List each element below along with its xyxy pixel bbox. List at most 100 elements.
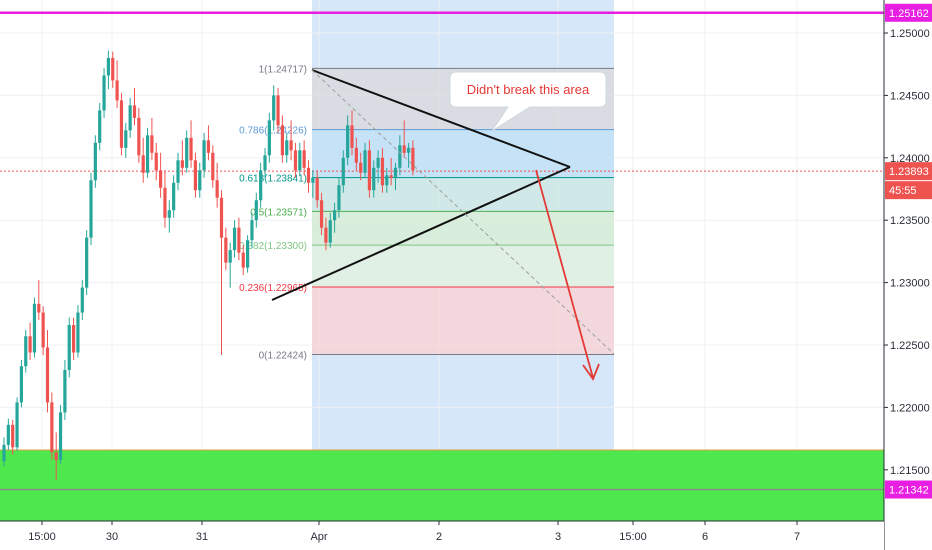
candle [254,192,258,228]
support-price-tag: 1.21342 [885,480,932,499]
candle-body [163,187,167,218]
candle-body [324,227,328,243]
candle-body [346,125,350,158]
candle [167,200,171,233]
candle [45,330,50,413]
candle [259,162,263,208]
candle [319,192,324,236]
candle [341,150,345,193]
candle-body [263,155,267,171]
fib-level-label: 0.382(1.23300) [239,241,307,252]
candle [267,112,271,163]
candle [389,157,393,186]
candle-body [289,140,293,151]
candle-body [28,336,32,353]
candle [376,150,380,183]
candle [159,152,163,198]
candle [306,160,311,193]
candle-body [50,402,54,453]
fib-diagonal [311,69,615,355]
candle-body [106,57,110,76]
candle [328,212,332,248]
candle-body [67,325,71,370]
candle [102,67,106,118]
countdown-tag-text: 45:55 [889,185,917,197]
candle-body [11,424,15,448]
candle-body [202,140,206,171]
candle-body [350,125,354,148]
candle [54,432,58,480]
candle-body [211,152,215,181]
candlestick-series [2,50,415,480]
candle [237,217,241,261]
candle [80,280,84,321]
candle-body [198,170,202,191]
candle-body [19,366,23,403]
candle-body [172,182,176,211]
candle-body [354,147,358,163]
candle [367,140,371,198]
candle [106,50,110,90]
candle-body [341,157,345,186]
candle-body [102,75,106,111]
candle-body [393,167,398,178]
candle [28,322,32,360]
candle-body [115,80,119,101]
candle [193,152,197,198]
fib-level-label: 0.786(1.24226) [239,126,307,137]
candle [119,92,124,156]
candle [411,140,415,176]
candle-body [15,402,19,448]
time-tick-label: 7 [794,531,800,543]
candle-body [306,167,311,183]
candle-body [54,452,58,460]
candle-body [150,135,154,153]
candle-body [167,210,171,218]
candle-body [141,155,145,173]
candle [58,404,63,464]
candle [385,167,389,193]
candle-body [315,177,319,201]
time-tick-label: Apr [310,531,327,543]
candle-body [402,145,406,153]
candle [406,142,411,168]
candle [228,242,232,288]
support-zone [0,450,884,521]
candle-body [219,197,224,238]
candle-body [89,180,93,238]
candle [402,120,406,158]
candle-body [267,120,271,156]
countdown-tag: 45:55 [885,181,932,200]
candle-body [285,140,289,156]
candle-body [319,200,324,228]
triangle-lower-trendline [271,166,571,301]
candle-body [241,252,245,268]
candle-body [185,137,189,168]
projection-arrow-shaft [535,169,594,379]
candle-body [311,177,315,183]
time-tick-label: 15:00 [619,531,647,543]
candle-body [24,336,28,367]
candle [198,162,202,198]
candle [298,142,302,176]
candle [2,437,6,467]
candle [189,120,193,168]
candle [324,217,328,251]
countdown-tag-background [885,181,932,200]
candle-body [254,200,258,221]
candle [63,359,67,420]
candle-body [80,287,84,313]
candle [359,152,363,181]
candle [289,120,293,161]
price-tick-label: 1.25000 [890,28,930,40]
chart-drawings[interactable]: Didn't break this area [271,69,615,381]
candle-body [2,444,6,462]
candle [150,117,154,161]
candle-body [119,100,124,148]
candle-body [45,347,50,403]
candle [67,317,71,378]
fib-level-label: 0.5(1.23571) [250,207,307,218]
candle-body [32,303,37,353]
candle-body [85,237,89,288]
